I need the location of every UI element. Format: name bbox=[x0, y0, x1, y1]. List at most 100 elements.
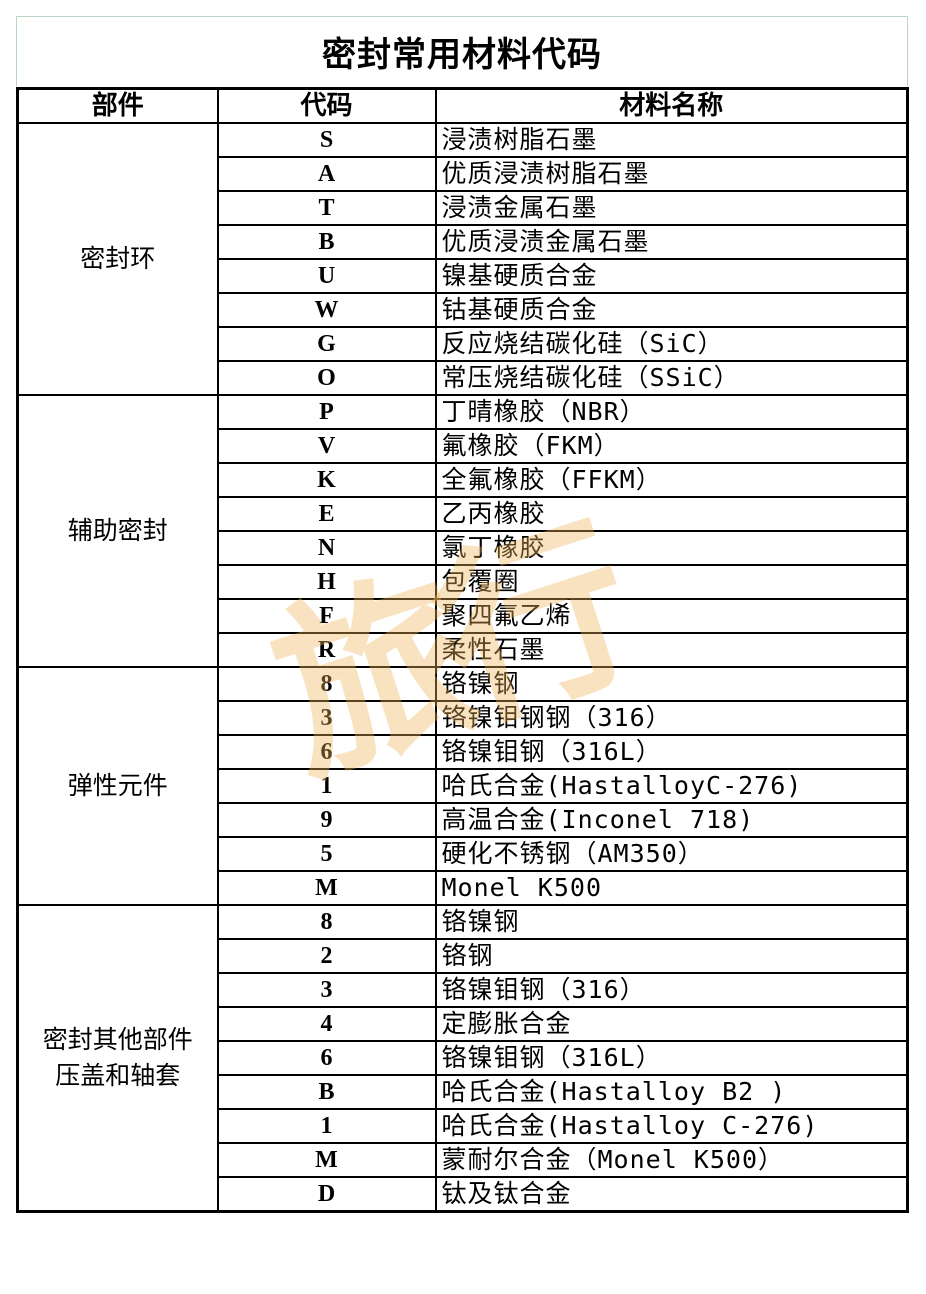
part-cell: 密封其他部件 压盖和轴套 bbox=[16, 904, 219, 1213]
code-cell: E bbox=[216, 496, 437, 532]
header-name: 材料名称 bbox=[434, 87, 909, 124]
code-cell: O bbox=[216, 360, 437, 396]
material-name-cell: 浸渍树脂石墨 bbox=[434, 122, 909, 158]
table-row: W 钴基硬质合金 bbox=[18, 292, 909, 328]
code-cell: A bbox=[216, 156, 437, 192]
material-name-cell: 铬镍钢 bbox=[434, 666, 909, 702]
material-name-cell: 高温合金(Inconel 718) bbox=[434, 802, 909, 838]
table-row: H 包覆圈 bbox=[18, 564, 909, 600]
code-cell: D bbox=[216, 1176, 437, 1213]
material-name-cell: 氟橡胶（FKM） bbox=[434, 428, 909, 464]
material-name-cell: 哈氏合金(Hastalloy B2 ) bbox=[434, 1074, 909, 1110]
table-row: A 优质浸渍树脂石墨 bbox=[18, 156, 909, 192]
table-row: 6 铬镍钼钢（316L） bbox=[18, 734, 909, 770]
code-cell: 6 bbox=[216, 734, 437, 770]
material-name-cell: 优质浸渍金属石墨 bbox=[434, 224, 909, 260]
table-row: 5 硬化不锈钢（AM350） bbox=[18, 836, 909, 872]
table-row: K 全氟橡胶（FFKM） bbox=[18, 462, 909, 498]
material-name-cell: 柔性石墨 bbox=[434, 632, 909, 668]
code-cell: 5 bbox=[216, 836, 437, 872]
title-cell: 密封常用材料代码 bbox=[16, 16, 908, 86]
table-row: M Monel K500 bbox=[18, 870, 909, 906]
code-cell: H bbox=[216, 564, 437, 600]
code-cell: W bbox=[216, 292, 437, 328]
material-name-cell: 包覆圈 bbox=[434, 564, 909, 600]
table-row: 3 铬镍钼钢（316） bbox=[18, 972, 909, 1008]
code-cell: 1 bbox=[216, 768, 437, 804]
table-row: 6 铬镍钼钢（316L） bbox=[18, 1040, 909, 1076]
code-cell: T bbox=[216, 190, 437, 226]
code-cell: 3 bbox=[216, 972, 437, 1008]
material-name-cell: Monel K500 bbox=[434, 870, 909, 906]
table-row: D 钛及钛合金 bbox=[18, 1176, 909, 1213]
table-row: B 优质浸渍金属石墨 bbox=[18, 224, 909, 260]
table-row: T 浸渍金属石墨 bbox=[18, 190, 909, 226]
table-row: 密封其他部件 压盖和轴套 8 铬镍钢 bbox=[16, 904, 909, 1213]
code-cell: K bbox=[216, 462, 437, 498]
code-cell: 2 bbox=[216, 938, 437, 974]
part-label: 压盖和轴套 bbox=[55, 1061, 181, 1090]
material-name-cell: 镍基硬质合金 bbox=[434, 258, 909, 294]
material-name-cell: 铬钢 bbox=[434, 938, 909, 974]
material-name-cell: 乙丙橡胶 bbox=[434, 496, 909, 532]
material-name-cell: 反应烧结碳化硅（SiC） bbox=[434, 326, 909, 362]
table-row: N 氯丁橡胶 bbox=[18, 530, 909, 566]
material-name-cell: 哈氏合金(Hastalloy C-276) bbox=[434, 1108, 909, 1144]
material-name-cell: 全氟橡胶（FFKM） bbox=[434, 462, 909, 498]
code-cell: B bbox=[216, 1074, 437, 1110]
material-name-cell: 哈氏合金(HastalloyC-276) bbox=[434, 768, 909, 804]
page-title: 密封常用材料代码 bbox=[322, 35, 602, 75]
table-row: R 柔性石墨 bbox=[18, 632, 909, 668]
code-cell: 3 bbox=[216, 700, 437, 736]
part-cell: 弹性元件 bbox=[16, 666, 219, 906]
table-row: V 氟橡胶（FKM） bbox=[18, 428, 909, 464]
code-cell: 8 bbox=[216, 904, 437, 940]
material-name-cell: 浸渍金属石墨 bbox=[434, 190, 909, 226]
part-label: 辅助密封 bbox=[67, 516, 168, 545]
material-name-cell: 铬镍钼钢（316L） bbox=[434, 734, 909, 770]
code-cell: V bbox=[216, 428, 437, 464]
material-name-cell: 优质浸渍树脂石墨 bbox=[434, 156, 909, 192]
table-row: 辅助密封 P 丁晴橡胶（NBR） bbox=[16, 394, 909, 668]
part-label: 密封环 bbox=[80, 244, 156, 273]
material-name-cell: 氯丁橡胶 bbox=[434, 530, 909, 566]
material-name-cell: 铬镍钼钢（316L） bbox=[434, 1040, 909, 1076]
material-code-table: 部件 代码 材料名称 密封环 S 浸渍树脂石墨 A 优质浸渍树脂石墨 T 浸渍金属石墨 B 优质… bbox=[16, 87, 909, 1213]
table-row: U 镍基硬质合金 bbox=[18, 258, 909, 294]
code-cell: M bbox=[216, 1142, 437, 1178]
material-name-cell: 铬镍钢 bbox=[434, 904, 909, 940]
material-name-cell: 硬化不锈钢（AM350） bbox=[434, 836, 909, 872]
code-cell: B bbox=[216, 224, 437, 260]
header-code: 代码 bbox=[216, 87, 437, 124]
material-name-cell: 定膨胀合金 bbox=[434, 1006, 909, 1042]
table-row: 密封环 S 浸渍树脂石墨 bbox=[16, 122, 909, 396]
code-cell: R bbox=[216, 632, 437, 668]
code-cell: P bbox=[216, 394, 437, 430]
header-row: 部件 代码 材料名称 bbox=[16, 87, 909, 124]
table-row: 弹性元件 8 铬镍钢 bbox=[16, 666, 909, 906]
code-cell: N bbox=[216, 530, 437, 566]
table-row: 3 铬镍钼钢钢（316） bbox=[18, 700, 909, 736]
table-row: E 乙丙橡胶 bbox=[18, 496, 909, 532]
table-row: O 常压烧结碳化硅（SSiC） bbox=[18, 360, 909, 396]
material-name-cell: 钛及钛合金 bbox=[434, 1176, 909, 1213]
code-cell: U bbox=[216, 258, 437, 294]
material-name-cell: 蒙耐尔合金（Monel K500） bbox=[434, 1142, 909, 1178]
table-row: 1 哈氏合金(HastalloyC-276) bbox=[18, 768, 909, 804]
material-name-cell: 常压烧结碳化硅（SSiC） bbox=[434, 360, 909, 396]
code-cell: S bbox=[216, 122, 437, 158]
part-label: 弹性元件 bbox=[67, 771, 168, 800]
material-name-cell: 铬镍钼钢（316） bbox=[434, 972, 909, 1008]
table-row: 9 高温合金(Inconel 718) bbox=[18, 802, 909, 838]
part-cell: 密封环 bbox=[16, 122, 219, 396]
code-cell: G bbox=[216, 326, 437, 362]
table-row: F 聚四氟乙烯 bbox=[18, 598, 909, 634]
material-name-cell: 丁晴橡胶（NBR） bbox=[434, 394, 909, 430]
table-row: G 反应烧结碳化硅（SiC） bbox=[18, 326, 909, 362]
part-cell: 辅助密封 bbox=[16, 394, 219, 668]
code-cell: 6 bbox=[216, 1040, 437, 1076]
material-name-cell: 铬镍钼钢钢（316） bbox=[434, 700, 909, 736]
material-name-cell: 钴基硬质合金 bbox=[434, 292, 909, 328]
code-cell: 9 bbox=[216, 802, 437, 838]
table-row: 2 铬钢 bbox=[18, 938, 909, 974]
